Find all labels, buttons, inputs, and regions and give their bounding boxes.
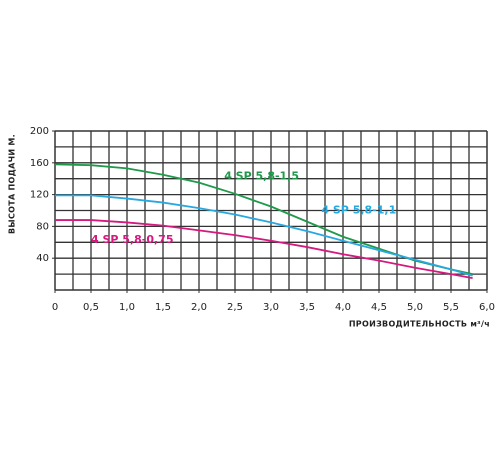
y-axis-title: ВЫСОТА ПОДАЧИ М. — [8, 134, 17, 234]
x-tick-label: 1,0 — [119, 302, 135, 313]
x-tick-label: 3,5 — [299, 302, 315, 313]
x-tick-label: 2,0 — [191, 302, 207, 313]
series-line — [55, 219, 473, 279]
x-axis-title: ПРОИЗВОДИТЕЛЬНОСТЬ м³/ч — [349, 320, 490, 329]
x-tick-label: 4,0 — [335, 302, 351, 313]
x-tick-label: 0,5 — [83, 302, 99, 313]
x-tick-label: 1,5 — [155, 302, 171, 313]
y-tick-label: 200 — [30, 126, 49, 137]
x-tick-label: 0 — [52, 302, 58, 313]
x-tick-label: 2,5 — [227, 302, 243, 313]
series-label: 4 SP 5,8-1,1 — [321, 204, 396, 217]
x-tick-label: 4,5 — [371, 302, 387, 313]
y-tick-label: 40 — [36, 253, 49, 264]
y-tick-label: 120 — [30, 190, 49, 201]
x-tick-label: 5,5 — [443, 302, 459, 313]
y-tick-label: 160 — [30, 158, 49, 169]
series-line — [55, 194, 473, 277]
x-tick-label: 5,0 — [407, 302, 423, 313]
x-tick-label: 6,0 — [479, 302, 495, 313]
y-tick-label: 80 — [36, 221, 49, 232]
x-tick-label: 3,0 — [263, 302, 279, 313]
series-label: 4 SP 5,8-0,75 — [91, 233, 174, 246]
series-label: 4 SP 5,8-1,5 — [224, 169, 299, 182]
